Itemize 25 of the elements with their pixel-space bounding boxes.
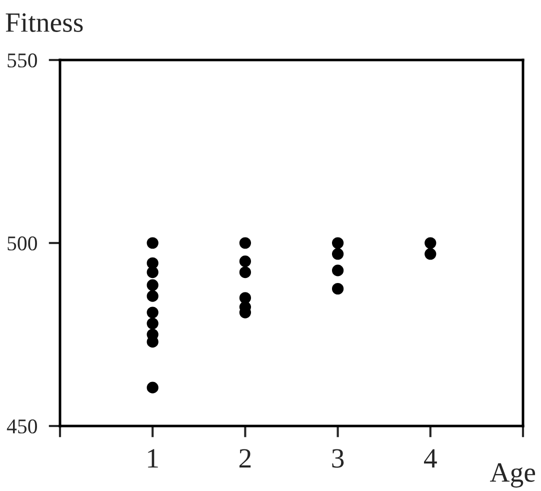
point [239, 266, 252, 278]
x-tick-label: 1 [148, 449, 158, 468]
y-tick-label: 550 [8, 53, 37, 68]
point [332, 282, 344, 295]
point [146, 237, 158, 249]
y-axis-title: Fitness [6, 13, 83, 32]
x-tick-label: 3 [332, 449, 344, 468]
point [424, 248, 436, 260]
point [146, 382, 158, 394]
point [146, 266, 158, 278]
point [239, 237, 252, 249]
x-tick-label: 2 [239, 449, 251, 468]
x-axis-title: Age [490, 463, 536, 488]
x-tick-label: 4 [424, 449, 437, 468]
point [146, 306, 158, 318]
point [146, 318, 158, 330]
point [239, 255, 252, 268]
y-tick-label: 500 [8, 236, 37, 250]
point [332, 264, 344, 276]
y-tick-label: 450 [6, 419, 37, 434]
point [146, 290, 158, 302]
point [332, 237, 344, 249]
point [424, 237, 436, 249]
point [146, 279, 158, 291]
point [332, 248, 344, 260]
